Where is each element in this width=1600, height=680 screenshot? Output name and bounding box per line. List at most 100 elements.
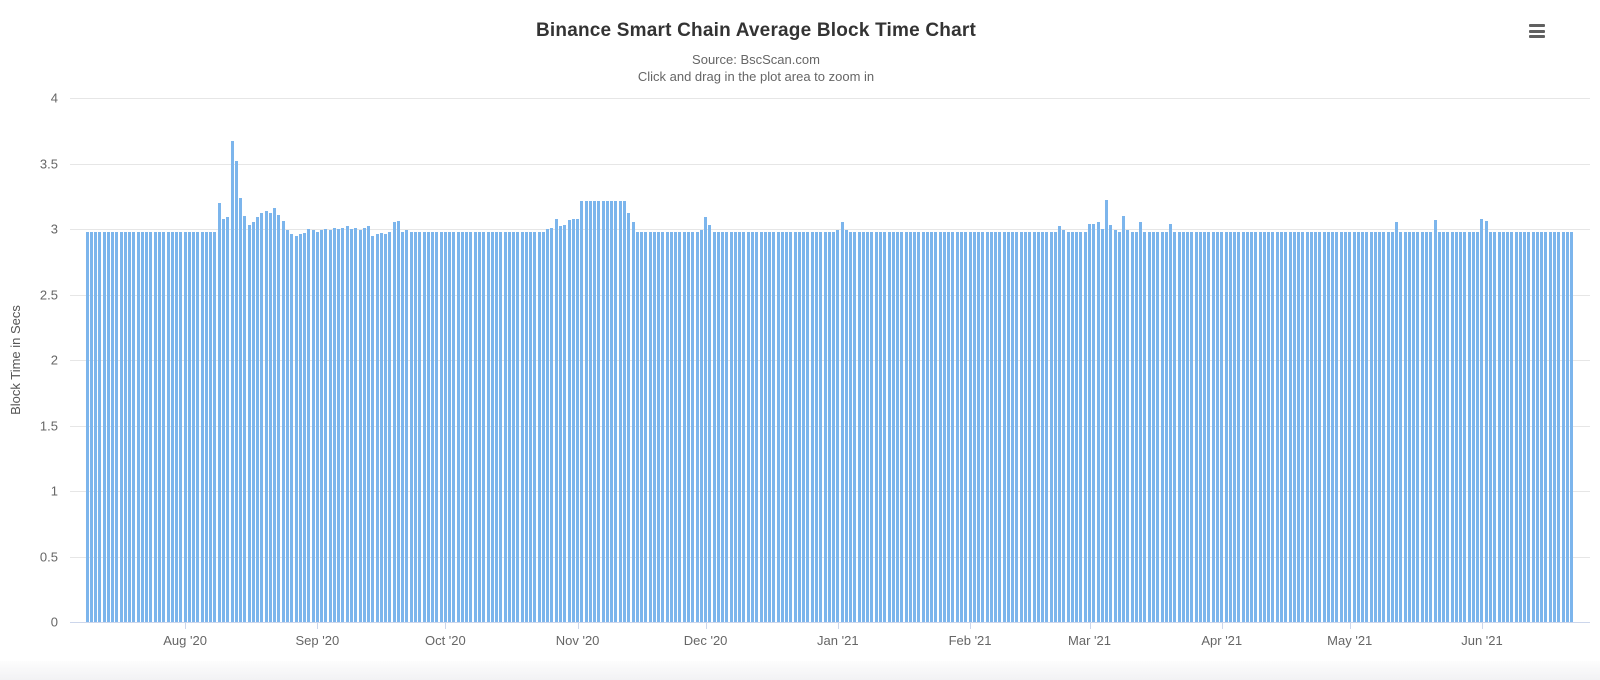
bar[interactable] <box>1160 231 1164 622</box>
bar[interactable] <box>716 231 720 622</box>
bar[interactable] <box>371 235 375 622</box>
bar[interactable] <box>226 217 230 622</box>
bar[interactable] <box>477 231 481 622</box>
bar[interactable] <box>861 231 865 622</box>
bar[interactable] <box>200 231 204 622</box>
bar[interactable] <box>128 231 132 622</box>
bar[interactable] <box>102 231 106 622</box>
bar[interactable] <box>507 231 511 622</box>
bar[interactable] <box>1288 231 1292 622</box>
bar[interactable] <box>192 231 196 622</box>
bar[interactable] <box>1433 219 1437 622</box>
bar[interactable] <box>362 227 366 622</box>
bar[interactable] <box>1139 222 1143 622</box>
bar[interactable] <box>780 231 784 622</box>
bar[interactable] <box>1066 231 1070 622</box>
bar[interactable] <box>695 231 699 622</box>
bar[interactable] <box>1049 231 1053 622</box>
bar[interactable] <box>260 213 264 622</box>
bar[interactable] <box>1079 231 1083 622</box>
bar[interactable] <box>866 231 870 622</box>
bar[interactable] <box>1126 230 1130 622</box>
bar[interactable] <box>930 231 934 622</box>
bar[interactable] <box>1442 231 1446 622</box>
bar[interactable] <box>123 231 127 622</box>
bar[interactable] <box>729 231 733 622</box>
bar[interactable] <box>857 231 861 622</box>
bar[interactable] <box>1062 230 1066 622</box>
bar[interactable] <box>1352 231 1356 622</box>
bar[interactable] <box>1143 231 1147 622</box>
bar[interactable] <box>1006 231 1010 622</box>
bar[interactable] <box>1036 231 1040 622</box>
bar[interactable] <box>913 231 917 622</box>
bar[interactable] <box>1437 231 1441 622</box>
bar[interactable] <box>827 231 831 622</box>
bar[interactable] <box>166 231 170 622</box>
bar[interactable] <box>1015 231 1019 622</box>
bar[interactable] <box>337 229 341 622</box>
bar[interactable] <box>1245 231 1249 622</box>
bar[interactable] <box>1373 231 1377 622</box>
bar[interactable] <box>989 231 993 622</box>
bar[interactable] <box>495 231 499 622</box>
bar[interactable] <box>490 231 494 622</box>
bar[interactable] <box>315 231 319 622</box>
bar[interactable] <box>1122 215 1126 622</box>
bar[interactable] <box>887 231 891 622</box>
plot-area[interactable] <box>70 98 1590 622</box>
bar[interactable] <box>1147 231 1151 622</box>
bar[interactable] <box>1233 231 1237 622</box>
bar[interactable] <box>844 230 848 622</box>
bar[interactable] <box>669 231 673 622</box>
bar[interactable] <box>119 231 123 622</box>
bar[interactable] <box>1510 231 1514 622</box>
bar[interactable] <box>273 208 277 622</box>
bar[interactable] <box>644 231 648 622</box>
bar[interactable] <box>878 231 882 622</box>
bar[interactable] <box>401 231 405 622</box>
bar[interactable] <box>392 222 396 622</box>
bar[interactable] <box>98 231 102 622</box>
bar[interactable] <box>1326 231 1330 622</box>
bar[interactable] <box>320 230 324 622</box>
bar[interactable] <box>934 231 938 622</box>
bar[interactable] <box>209 231 213 622</box>
bar[interactable] <box>175 231 179 622</box>
bar[interactable] <box>1540 231 1544 622</box>
bar[interactable] <box>921 231 925 622</box>
bar[interactable] <box>597 201 601 622</box>
bar[interactable] <box>140 231 144 622</box>
bar[interactable] <box>776 231 780 622</box>
bar[interactable] <box>802 231 806 622</box>
bar[interactable] <box>358 230 362 622</box>
bar[interactable] <box>1523 231 1527 622</box>
bar[interactable] <box>1361 231 1365 622</box>
bar[interactable] <box>712 231 716 622</box>
bar[interactable] <box>456 231 460 622</box>
bar[interactable] <box>537 231 541 622</box>
bar[interactable] <box>691 231 695 622</box>
bar[interactable] <box>1493 231 1497 622</box>
bar[interactable] <box>217 202 221 622</box>
bar[interactable] <box>187 231 191 622</box>
bar[interactable] <box>977 231 981 622</box>
bar[interactable] <box>277 214 281 622</box>
bar[interactable] <box>324 229 328 622</box>
bar[interactable] <box>1275 231 1279 622</box>
bar[interactable] <box>311 230 315 622</box>
bar[interactable] <box>153 231 157 622</box>
bar[interactable] <box>158 231 162 622</box>
bar[interactable] <box>1557 231 1561 622</box>
bar[interactable] <box>1535 231 1539 622</box>
bar[interactable] <box>584 201 588 622</box>
bar[interactable] <box>1450 231 1454 622</box>
bar[interactable] <box>482 231 486 622</box>
bar[interactable] <box>1258 231 1262 622</box>
bar[interactable] <box>994 231 998 622</box>
bar[interactable] <box>1425 231 1429 622</box>
bar[interactable] <box>738 231 742 622</box>
bar[interactable] <box>1331 231 1335 622</box>
bar[interactable] <box>354 227 358 622</box>
bar[interactable] <box>1565 231 1569 622</box>
